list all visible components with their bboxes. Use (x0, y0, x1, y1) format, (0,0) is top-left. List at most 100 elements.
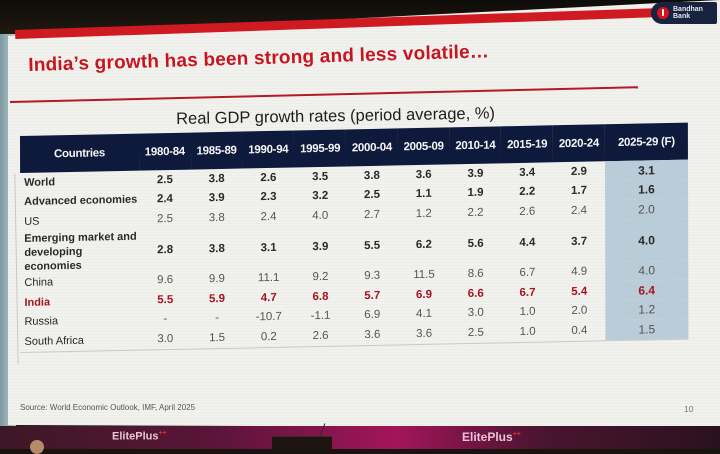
table-cell: 2.5 (156, 212, 174, 226)
table-cell: 3.8 (208, 172, 225, 185)
table-cell: 1.2 (415, 207, 432, 220)
brand-name-line1: Bandhan (673, 6, 703, 13)
stage-backdrop (0, 426, 720, 449)
speaker-head (30, 440, 44, 454)
table-cell: 4.0 (312, 209, 329, 222)
table-cell: 3.1 (260, 241, 277, 254)
table-cell: 2.6 (260, 171, 277, 184)
table-cell: 3.8 (208, 242, 225, 255)
presentation-slide (8, 0, 720, 428)
table-cell: 3.5 (312, 170, 329, 183)
table-cell: - (215, 312, 219, 325)
table-cell: 9.6 (157, 274, 174, 287)
table-cell: 1.1 (415, 187, 432, 201)
table-cell: 9.3 (364, 270, 381, 283)
table-cell: 2.5 (156, 173, 173, 187)
table-cell: 3.8 (363, 169, 380, 182)
table-cell: 3.6 (415, 168, 432, 181)
table-cell: 1.0 (501, 321, 554, 343)
column-header: 1985-89 (190, 131, 243, 170)
event-logo-text: ElitePlus (462, 430, 513, 444)
brand-name-line2: Bank (673, 13, 691, 20)
source-note: Source: World Economic Outlook, IMF, Apr… (20, 403, 196, 412)
table-cell: -1.1 (310, 310, 331, 323)
table-cell: 6.6 (467, 287, 484, 300)
gdp-table: Countries 1980-84 1985-89 1990-94 1995-9… (20, 122, 689, 353)
row-label: India (24, 296, 51, 309)
forecast-cell: 2.0 (604, 198, 689, 220)
row-label: Advanced economies (24, 193, 138, 209)
brand-name: Bandhan Bank (673, 6, 703, 20)
forecast-cell: 1.2 (605, 299, 689, 321)
table-cell: 5.4 (571, 285, 588, 298)
event-logo-superscript: ++ (158, 430, 167, 437)
row-label: US (24, 215, 40, 228)
table-cell: 4.4 (519, 236, 536, 249)
table-cell: 5.5 (157, 293, 174, 307)
column-header: 2020-24 (552, 124, 605, 163)
table-cell: 5.5 (364, 239, 381, 252)
event-logo-right: ElitePlus++ (462, 430, 521, 444)
table-cell: 3.0 (139, 328, 192, 350)
forecast-cell: 1.5 (605, 318, 689, 341)
table-cell: 2.3 (260, 191, 277, 204)
table-cell: -10.7 (255, 311, 282, 324)
gdp-growth-table: Countries 1980-84 1985-89 1990-94 1995-9… (20, 122, 689, 361)
column-header: 2000-04 (345, 128, 398, 167)
column-header-countries: Countries (20, 133, 140, 174)
table-cell: 3.7 (571, 235, 588, 248)
forecast-cell: 3.1 (604, 159, 689, 181)
table-cell: 2.4 (260, 210, 277, 223)
table-cell: 4.7 (260, 291, 277, 304)
column-header: 1995-99 (294, 129, 347, 168)
table-cell: 3.0 (467, 306, 484, 320)
bandhan-bank-logo: Bandhan Bank (651, 2, 717, 24)
podium (272, 436, 332, 450)
page-number: 10 (684, 404, 694, 414)
table-cell: 3.9 (208, 192, 225, 205)
column-header: 1980-84 (138, 132, 191, 171)
table-cell: 2.8 (157, 243, 174, 256)
column-header: 1990-94 (242, 130, 295, 169)
table-cell: 6.7 (519, 286, 536, 299)
table-cell: 4.9 (571, 265, 588, 279)
table-cell: 2.4 (571, 204, 588, 217)
table-cell: 9.2 (312, 271, 329, 284)
table-cell: 5.9 (208, 292, 225, 305)
row-label: South Africa (20, 329, 140, 353)
table-cell: 1.0 (519, 305, 536, 319)
table-cell: 6.2 (415, 238, 432, 251)
table-cell: 2.6 (519, 205, 536, 218)
table-cell: 4.1 (416, 308, 433, 321)
table-cell: 3.8 (208, 211, 225, 224)
row-label: China (24, 276, 54, 290)
column-header: 2010-14 (449, 126, 502, 165)
table-cell: 2.7 (364, 208, 381, 221)
table-cell: 8.6 (467, 267, 484, 281)
table-cell: 2.5 (449, 322, 502, 344)
table-cell: 0.4 (553, 320, 606, 342)
row-label: World (24, 176, 56, 189)
table-cell: 3.6 (346, 324, 399, 346)
table-cell: 1.9 (467, 186, 484, 200)
table-cell: 2.4 (156, 193, 173, 206)
table-cell: 6.9 (364, 309, 381, 322)
forecast-cell: 6.4 (605, 279, 689, 301)
table-cell: 2.0 (571, 304, 588, 318)
table-cell: 3.2 (312, 190, 329, 203)
table-cell: 3.6 (398, 323, 451, 345)
column-header: 2015-19 (501, 125, 554, 164)
table-cell: 6.9 (415, 288, 433, 301)
table-cell: 6.7 (519, 266, 536, 280)
table-cell: 2.9 (570, 165, 587, 178)
row-label: Russia (24, 315, 59, 329)
table-cell: 5.7 (364, 289, 381, 302)
forecast-cell: 1.6 (604, 179, 689, 201)
table-cell: 2.6 (294, 325, 347, 347)
table-cell: 3.9 (312, 240, 329, 253)
table-cell: 11.5 (413, 268, 435, 282)
table-cell: 3.4 (519, 166, 536, 179)
forecast-cell: 4.0 (605, 260, 689, 282)
table-cell: 2.2 (467, 206, 484, 219)
table-cell: 1.7 (570, 184, 588, 198)
